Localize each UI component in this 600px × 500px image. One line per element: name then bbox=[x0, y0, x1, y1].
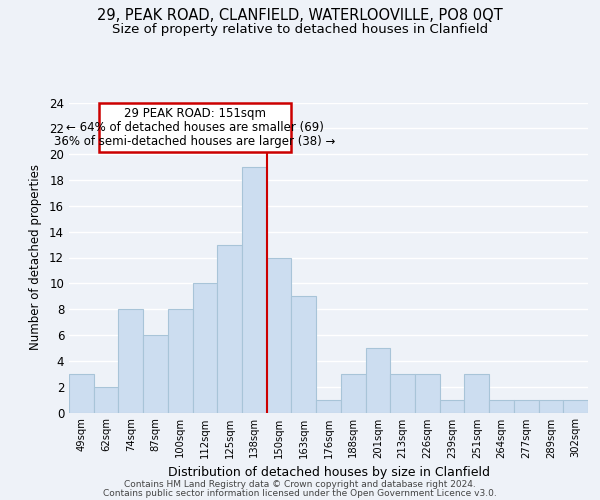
Bar bbox=[415, 374, 440, 412]
Bar bbox=[292, 296, 316, 412]
Bar bbox=[390, 374, 415, 412]
Text: ← 64% of detached houses are smaller (69): ← 64% of detached houses are smaller (69… bbox=[66, 120, 324, 134]
X-axis label: Distribution of detached houses by size in Clanfield: Distribution of detached houses by size … bbox=[167, 466, 490, 479]
Text: Size of property relative to detached houses in Clanfield: Size of property relative to detached ho… bbox=[112, 22, 488, 36]
Bar bbox=[341, 374, 365, 412]
Bar bbox=[69, 374, 94, 412]
Text: 36% of semi-detached houses are larger (38) →: 36% of semi-detached houses are larger (… bbox=[55, 134, 336, 147]
Y-axis label: Number of detached properties: Number of detached properties bbox=[29, 164, 42, 350]
Bar bbox=[539, 400, 563, 412]
Bar bbox=[365, 348, 390, 412]
Bar bbox=[94, 386, 118, 412]
Bar bbox=[217, 244, 242, 412]
Bar bbox=[242, 167, 267, 412]
Bar bbox=[563, 400, 588, 412]
Bar bbox=[267, 258, 292, 412]
Bar bbox=[143, 335, 168, 412]
Bar bbox=[464, 374, 489, 412]
Bar bbox=[193, 284, 217, 412]
Bar bbox=[489, 400, 514, 412]
Text: 29, PEAK ROAD, CLANFIELD, WATERLOOVILLE, PO8 0QT: 29, PEAK ROAD, CLANFIELD, WATERLOOVILLE,… bbox=[97, 8, 503, 22]
Bar bbox=[316, 400, 341, 412]
Text: 29 PEAK ROAD: 151sqm: 29 PEAK ROAD: 151sqm bbox=[124, 106, 266, 120]
Bar bbox=[514, 400, 539, 412]
Bar bbox=[440, 400, 464, 412]
Text: Contains public sector information licensed under the Open Government Licence v3: Contains public sector information licen… bbox=[103, 489, 497, 498]
Text: Contains HM Land Registry data © Crown copyright and database right 2024.: Contains HM Land Registry data © Crown c… bbox=[124, 480, 476, 489]
Bar bbox=[168, 309, 193, 412]
Bar bbox=[118, 309, 143, 412]
